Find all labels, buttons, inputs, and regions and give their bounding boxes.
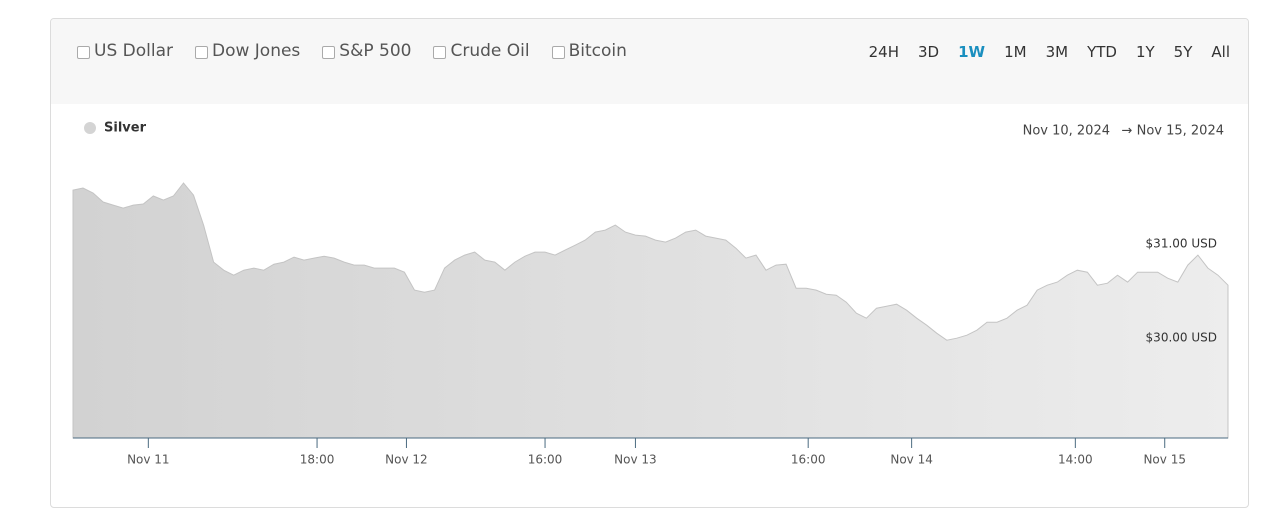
date-to: Nov 15, 2024 (1137, 124, 1224, 139)
checkbox[interactable] (77, 46, 90, 59)
compare-item[interactable]: S&P 500 (322, 41, 411, 61)
compare-label[interactable]: S&P 500 (339, 41, 412, 61)
compare-label[interactable]: Dow Jones (211, 41, 301, 61)
compare-label[interactable]: Crude Oil (450, 41, 530, 61)
date-arrow: → (1122, 124, 1133, 139)
x-tick-label: Nov 14 (890, 453, 933, 467)
area (72, 182, 1229, 439)
range-list: 24H 3D 1W 1M 3M YTD 1Y 5Y All (869, 43, 1230, 61)
chart: Silver Nov 15, 2024 → Nov 10, 2024 $30.00 US… (72, 121, 1229, 467)
checkbox[interactable] (194, 46, 208, 59)
x-tick-label: 16:00 (791, 453, 826, 467)
legend-marker (84, 122, 96, 134)
x-tick-label: 18:00 (300, 453, 335, 467)
x-tick-label: Nov 11 (127, 453, 170, 467)
range-button[interactable]: 24H (868, 43, 899, 61)
y-tick-label: $30.00 USD (1146, 331, 1217, 345)
x-tick-label: 14:00 (1058, 453, 1093, 467)
compare-label[interactable]: US Dollar (94, 41, 173, 61)
chart-card: US Dollar Dow Jones S&P 500 Crude Oil Bitcoi… (50, 18, 1249, 508)
checkbox[interactable] (551, 46, 565, 59)
range-button[interactable]: 5Y (1173, 43, 1193, 61)
range-button[interactable]: All (1211, 43, 1230, 61)
compare-label[interactable]: Bitcoin (568, 41, 627, 61)
compare-list: US Dollar Dow Jones S&P 500 Crude Oil Bitcoi… (77, 41, 627, 61)
range-button[interactable]: 1M (1004, 43, 1027, 61)
x-tick-label: Nov 12 (385, 453, 428, 467)
range-button[interactable]: 3M (1045, 43, 1069, 61)
toolbar: US Dollar Dow Jones S&P 500 Crude Oil Bitcoi… (51, 19, 1248, 104)
x-tick-label: Nov 15 (1143, 453, 1186, 467)
compare-item[interactable]: Bitcoin (551, 41, 627, 61)
checkbox[interactable] (322, 46, 336, 59)
compare-item[interactable]: Crude Oil (433, 41, 530, 61)
date-from: Nov 10, 2024 (1023, 124, 1110, 139)
y-tick-label: $31.00 USD (1146, 237, 1217, 251)
checkbox[interactable] (433, 46, 447, 59)
x-tick-label: 16:00 (528, 453, 563, 467)
range-button[interactable]: 3D (917, 43, 940, 61)
x-tick-label: Nov 13 (614, 453, 657, 467)
compare-item[interactable]: US Dollar (77, 41, 173, 61)
legend-label: Silver (104, 121, 147, 136)
range-button[interactable]: 1Y (1135, 43, 1155, 61)
compare-item[interactable]: Dow Jones (194, 41, 301, 61)
range-button[interactable]: 1W (958, 43, 986, 61)
range-button[interactable]: YTD (1087, 43, 1117, 61)
